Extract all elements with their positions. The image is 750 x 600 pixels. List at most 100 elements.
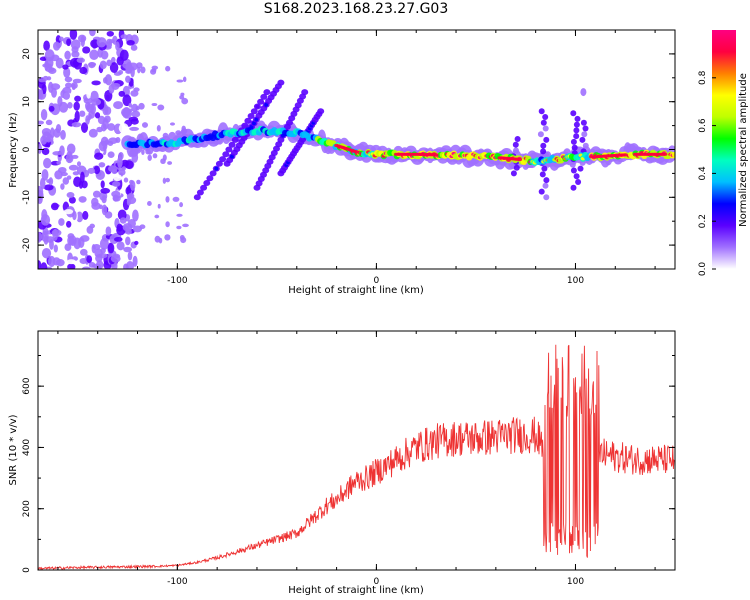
noise-speckle <box>75 211 84 223</box>
noise-speckle <box>134 240 139 245</box>
noise-speckle <box>80 122 89 133</box>
noise-speckle <box>71 121 82 128</box>
noise-speckle <box>82 210 89 220</box>
noise-speckle <box>43 40 50 51</box>
noise-speckle <box>38 88 42 100</box>
noise-speckle <box>41 169 49 181</box>
noise-speckle <box>123 177 129 183</box>
noise-speckle <box>127 251 133 261</box>
noise-speckle <box>91 98 102 106</box>
interference-burst <box>577 165 584 172</box>
noise-speckle <box>169 122 176 126</box>
noise-speckle <box>119 49 129 61</box>
noise-speckle <box>123 246 133 253</box>
noise-speckle <box>48 255 56 268</box>
interference-burst <box>513 147 519 154</box>
noise-speckle <box>38 193 43 205</box>
noise-speckle <box>58 166 67 174</box>
chirp-streak <box>215 160 223 167</box>
interference-burst <box>542 114 549 120</box>
noise-speckle <box>156 125 161 132</box>
carrier-hot-segment <box>354 150 359 154</box>
snr-y-tick-label: 0 <box>22 567 32 573</box>
noise-speckle <box>109 39 115 44</box>
noise-speckle <box>138 102 145 110</box>
noise-speckle <box>136 179 141 185</box>
noise-speckle <box>73 101 80 111</box>
noise-speckle <box>82 46 91 54</box>
chirp-streak <box>247 113 255 119</box>
noise-speckle <box>87 167 96 174</box>
noise-speckle <box>81 266 91 269</box>
interference-burst <box>573 133 580 140</box>
noise-speckle <box>172 196 180 202</box>
colorbar-tick-label: 0.8 <box>698 70 708 85</box>
interference-burst <box>570 167 577 174</box>
spectrogram-y-tick-label: -20 <box>22 237 32 252</box>
noise-speckle <box>62 177 70 185</box>
noise-speckle <box>109 62 119 74</box>
spectrogram-x-tick-label: 100 <box>567 276 584 286</box>
noise-speckle <box>90 103 96 115</box>
noise-speckle <box>113 71 122 76</box>
noise-speckle <box>43 235 49 245</box>
noise-speckle <box>88 128 98 138</box>
interference-burst <box>579 136 586 143</box>
noise-speckle <box>116 241 125 251</box>
noise-speckle <box>118 123 129 134</box>
noise-speckle <box>154 214 160 219</box>
chirp-streak <box>260 93 268 100</box>
noise-speckle <box>129 126 140 131</box>
interference-burst <box>580 119 587 126</box>
noise-speckle <box>125 75 131 83</box>
interference-burst <box>539 171 546 178</box>
noise-speckle <box>89 30 96 37</box>
interference-burst <box>582 125 589 132</box>
noise-speckle <box>165 221 170 228</box>
colorbar-gradient <box>712 30 736 269</box>
snr-y-tick-label: 200 <box>22 500 32 517</box>
noise-speckle <box>52 151 62 156</box>
noise-speckle <box>151 102 158 107</box>
noise-speckle <box>165 65 171 72</box>
noise-speckle <box>133 87 140 92</box>
noise-speckle <box>117 156 123 169</box>
noise-speckle <box>60 129 66 140</box>
noise-speckle <box>99 237 109 250</box>
noise-speckle <box>137 66 141 74</box>
interference-burst <box>570 110 577 117</box>
noise-speckle <box>41 247 52 259</box>
noise-speckle <box>50 127 55 139</box>
noise-speckle <box>147 154 152 161</box>
noise-speckle <box>88 261 96 268</box>
noise-speckle <box>126 39 135 46</box>
noise-speckle <box>76 161 82 167</box>
noise-speckle <box>118 90 126 97</box>
noise-speckle <box>98 204 103 210</box>
noise-speckle <box>55 57 64 69</box>
noise-speckle <box>55 35 62 44</box>
noise-speckle <box>65 153 74 164</box>
spectrogram-marks <box>38 30 675 269</box>
noise-speckle <box>53 41 61 51</box>
interference-burst <box>538 188 545 195</box>
chirp-streak <box>231 136 239 143</box>
interference-burst <box>540 148 547 155</box>
spectrogram-y-tick-label: -10 <box>22 190 32 205</box>
noise-speckle <box>40 214 51 226</box>
noise-speckle <box>127 192 135 199</box>
chirp-streak-core <box>255 104 260 109</box>
noise-speckle <box>52 228 59 241</box>
chirp-streak <box>317 108 325 115</box>
noise-speckle <box>93 165 101 175</box>
interference-burst <box>571 144 578 151</box>
chart-title: S168.2023.168.23.27.G03 <box>263 1 449 17</box>
noise-speckle <box>115 41 120 51</box>
spectrogram-x-ticks: -100 0 100 <box>57 30 656 286</box>
noise-speckle <box>94 112 101 119</box>
noise-speckle <box>66 220 72 228</box>
noise-speckle <box>106 30 114 37</box>
noise-speckle <box>91 243 96 254</box>
noise-speckle <box>125 186 132 195</box>
chirp-streak <box>222 151 230 158</box>
